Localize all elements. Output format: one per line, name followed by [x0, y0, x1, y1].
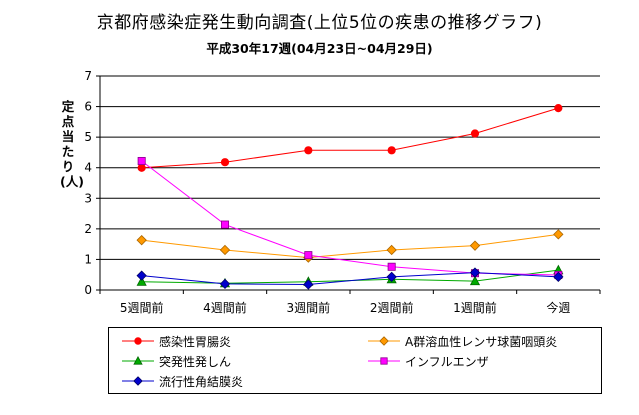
y-tick-label: 1	[84, 252, 92, 266]
data-point	[303, 279, 314, 290]
series-line	[141, 269, 559, 284]
series-line	[141, 272, 559, 285]
legend-marker	[380, 357, 388, 365]
y-tick-label: 3	[84, 191, 92, 205]
y-tick-label: 4	[84, 161, 92, 175]
data-point	[470, 129, 480, 138]
legend-label: 感染性胃腸炎	[159, 334, 232, 349]
x-tick-label: 4週間前	[203, 300, 247, 315]
x-tick-label: 1週間前	[453, 300, 497, 315]
series-2	[136, 229, 564, 263]
data-point	[553, 229, 564, 240]
legend-marker	[134, 337, 142, 345]
legend-item: 突発性発しん	[121, 354, 232, 369]
y-tick-label: 7	[84, 69, 92, 83]
data-point	[387, 146, 396, 155]
data-point	[469, 267, 481, 278]
series-line	[141, 107, 559, 169]
data-point	[469, 240, 481, 251]
x-tick-label: 今週	[546, 300, 570, 315]
legend-swatch	[368, 357, 400, 365]
series-3	[136, 264, 564, 288]
data-point	[386, 271, 397, 283]
legend: 感染性胃腸炎 A群溶血性レンサ球菌咽頭炎突発性発しん インフルエンザ流行性角結膜炎	[108, 327, 602, 394]
legend-label: 流行性角結膜炎	[159, 374, 244, 389]
series-4	[137, 156, 563, 280]
legend-label: 突発性発しん	[159, 354, 232, 369]
legend-swatch	[122, 355, 154, 365]
legend-swatch	[122, 337, 154, 345]
data-point	[220, 158, 230, 167]
series-1	[137, 104, 563, 172]
data-point	[219, 244, 231, 256]
data-point	[136, 270, 147, 281]
legend-marker	[133, 376, 143, 386]
data-point	[304, 146, 313, 155]
y-tick-label: 6	[84, 100, 92, 114]
series-line	[141, 160, 559, 276]
legend-label: A群溶血性レンサ球菌咽頭炎	[405, 334, 558, 349]
legend-label: インフルエンザ	[405, 354, 489, 369]
legend-item: インフルエンザ	[367, 354, 489, 369]
series-5	[136, 267, 564, 290]
data-point	[136, 235, 147, 246]
data-point	[219, 278, 231, 290]
data-point	[386, 244, 397, 256]
data-point	[554, 104, 563, 113]
y-tick-label: 2	[84, 222, 92, 236]
x-tick-label: 3週間前	[287, 300, 331, 315]
y-tick-label: 0	[84, 283, 92, 297]
x-tick-label: 2週間前	[370, 300, 414, 315]
legend-marker	[379, 336, 389, 346]
data-point	[469, 275, 481, 286]
legend-item: 感染性胃腸炎	[121, 334, 232, 349]
data-point	[553, 271, 564, 283]
data-point	[387, 262, 396, 271]
data-point	[220, 220, 229, 229]
legend-item: 流行性角結膜炎	[121, 374, 244, 389]
legend-item: A群溶血性レンサ球菌咽頭炎	[367, 334, 558, 349]
y-tick-label: 5	[84, 130, 92, 144]
data-point	[137, 163, 146, 172]
x-tick-label: 5週間前	[120, 300, 164, 315]
chart-title: 京都府感染症発生動向調査(上位5位の疾患の推移グラフ)	[96, 13, 543, 33]
legend-swatch	[122, 376, 154, 386]
data-point	[304, 251, 313, 260]
data-point	[136, 276, 147, 286]
legend-swatch	[368, 336, 400, 346]
legend-marker	[133, 355, 143, 365]
data-point	[137, 156, 146, 165]
series-line	[141, 233, 559, 259]
chart-subtitle: 平成30年17週(04月23日~04月29日)	[206, 41, 433, 56]
